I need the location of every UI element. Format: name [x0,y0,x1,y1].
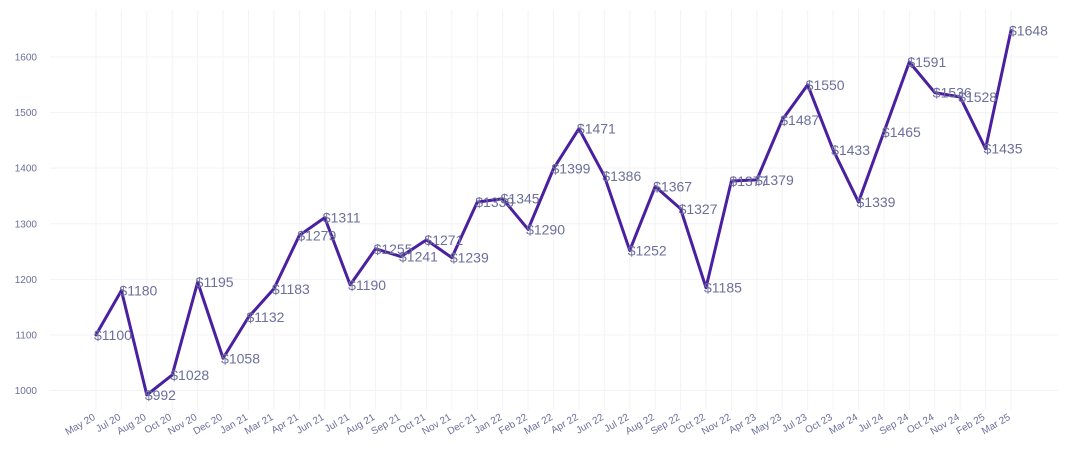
data-label: $1536 [933,85,972,101]
data-label: $1339 [857,194,896,210]
data-label: $1183 [272,281,310,297]
y-tick-label: 1600 [15,53,38,64]
x-tick-label: Jun 21 [295,412,327,437]
data-label: $1180 [119,282,157,298]
data-label: $1290 [526,221,565,237]
x-tick-label: Apr 22 [549,412,580,436]
y-tick-label: 1300 [15,219,38,230]
y-tick-label: 1500 [15,108,38,119]
data-label: $1185 [704,280,742,296]
data-label: $1399 [552,161,591,177]
data-label: $1271 [424,232,463,248]
data-label: $1058 [221,350,260,366]
y-tick-label: 1400 [15,164,38,175]
data-label: $1239 [450,250,489,266]
x-tick-label: Sep 22 [649,412,682,438]
x-tick-label: May 23 [750,412,784,438]
data-label: $1327 [679,201,718,217]
x-tick-label: Apr 21 [270,412,301,436]
x-tick-label: Mar 21 [243,412,276,437]
x-tick-label: Mar 24 [828,412,861,437]
data-label: $1433 [831,142,870,158]
data-label: $1591 [907,54,946,70]
x-tick-label: Aug 20 [115,412,148,438]
y-axis-ticks: 1000 1100 1200 1300 1400 1500 1600 [15,53,38,397]
data-label: $1100 [94,327,132,343]
data-label: $1255 [374,241,413,257]
y-tick-label: 1100 [15,330,37,341]
data-label: $1339 [475,194,514,210]
data-label: $1465 [882,124,921,140]
data-labels: $1100 $1180 $992 $1028 $1195 $1058 $1132 $1183 $… [94,22,1048,403]
y-tick-label: 1000 [15,386,38,397]
data-label: $1471 [577,121,616,137]
x-tick-label: Nov 22 [700,412,733,438]
x-tick-label: Mar 22 [523,412,556,437]
data-label: $1252 [628,242,667,258]
data-label: $1345 [501,191,540,207]
data-label: $1241 [399,249,438,265]
data-label: $1190 [348,277,386,293]
data-label: $992 [145,387,176,403]
data-label: $1377 [729,173,768,189]
y-tick-label: 1200 [15,275,38,286]
data-label: $1311 [323,210,361,226]
data-label: $1550 [806,77,845,93]
series-line [94,28,1013,397]
x-tick-label: May 20 [64,412,98,438]
data-label: $1279 [297,227,336,243]
x-tick-label: Sep 21 [370,412,403,438]
x-tick-label: Dec 20 [192,412,225,438]
data-label: $1132 [247,309,285,325]
data-label: $1648 [1009,22,1048,38]
data-label: $1028 [170,367,209,383]
data-label: $1367 [653,179,692,195]
data-label: $1195 [196,274,234,290]
data-label: $1386 [602,168,641,184]
x-tick-label: Jun 22 [574,412,606,437]
x-tick-label: Mar 25 [980,412,1013,437]
x-tick-label: Dec 21 [446,412,479,438]
data-label: $1435 [984,141,1023,157]
x-tick-label: Sep 24 [878,412,911,438]
data-label: $1379 [755,172,794,188]
data-label: $1487 [780,112,819,128]
grid [50,10,1058,410]
data-label: $1528 [958,89,997,105]
